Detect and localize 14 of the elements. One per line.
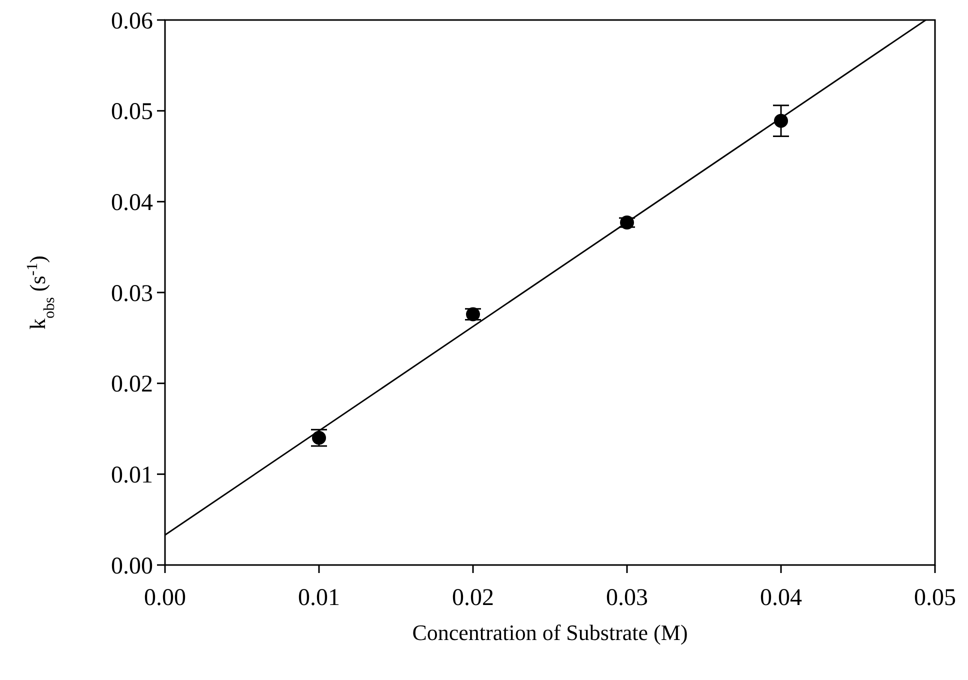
x-tick-label: 0.04: [760, 585, 802, 611]
x-tick-label: 0.01: [298, 585, 340, 611]
y-tick-label: 0.03: [111, 280, 153, 307]
x-tick-label: 0.02: [452, 585, 494, 611]
y-tick-label: 0.04: [111, 190, 153, 216]
x-tick-label: 0.03: [606, 585, 648, 611]
y-tick-label: 0.02: [111, 372, 153, 398]
y-tick-label: 0.00: [111, 553, 153, 580]
y-tick-label: 0.01: [111, 462, 153, 489]
x-tick-label: 0.00: [144, 585, 186, 611]
x-axis-title: Concentration of Substrate (M): [412, 620, 688, 645]
y-tick-label: 0.05: [111, 99, 153, 126]
x-tick-label: 0.05: [914, 585, 956, 611]
y-tick-label: 0.06: [111, 8, 153, 34]
